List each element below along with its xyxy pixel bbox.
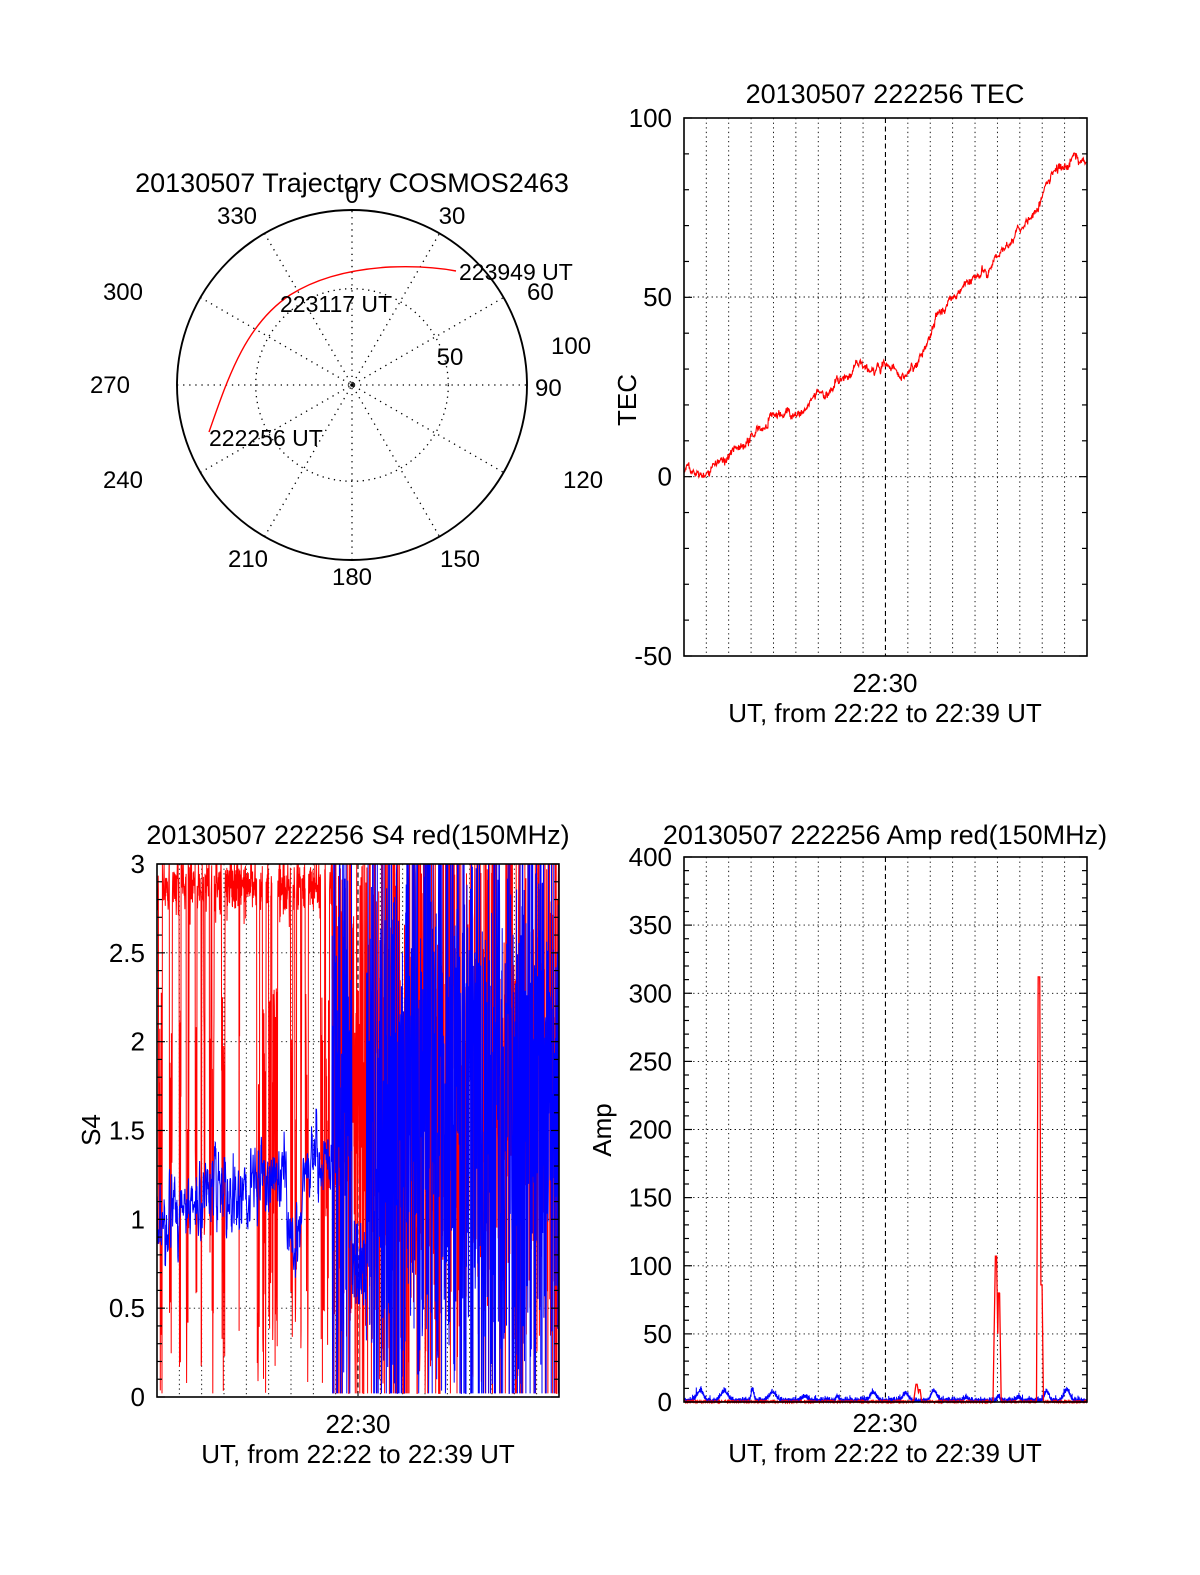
svg-text:223117 UT: 223117 UT xyxy=(280,291,392,317)
svg-text:300: 300 xyxy=(629,978,672,1008)
svg-text:1.5: 1.5 xyxy=(109,1116,145,1146)
svg-text:0: 0 xyxy=(658,1387,672,1417)
svg-text:250: 250 xyxy=(629,1046,672,1076)
svg-text:2.5: 2.5 xyxy=(109,938,145,968)
svg-text:180: 180 xyxy=(332,564,372,591)
svg-text:22:30: 22:30 xyxy=(325,1409,390,1439)
svg-text:150: 150 xyxy=(440,546,480,573)
svg-text:0: 0 xyxy=(658,462,672,492)
svg-text:3: 3 xyxy=(131,849,145,879)
svg-text:UT, from 22:22 to 22:39 UT: UT, from 22:22 to 22:39 UT xyxy=(728,1438,1042,1468)
svg-text:150: 150 xyxy=(629,1183,672,1213)
svg-text:90: 90 xyxy=(535,375,562,402)
svg-text:-50: -50 xyxy=(634,641,672,671)
svg-text:200: 200 xyxy=(629,1115,672,1145)
svg-text:350: 350 xyxy=(629,910,672,940)
svg-text:S4: S4 xyxy=(76,1114,106,1146)
svg-text:120: 120 xyxy=(563,467,603,494)
svg-text:0: 0 xyxy=(131,1382,145,1412)
svg-text:300: 300 xyxy=(103,279,143,306)
svg-text:Amp: Amp xyxy=(587,1103,617,1156)
svg-text:50: 50 xyxy=(643,282,672,312)
svg-text:20130507 222256 Amp red(150MHz: 20130507 222256 Amp red(150MHz) xyxy=(663,820,1107,850)
svg-text:270: 270 xyxy=(90,372,130,399)
svg-text:30: 30 xyxy=(439,203,466,230)
svg-text:20130507 222256 S4 red(150MHz): 20130507 222256 S4 red(150MHz) xyxy=(146,820,569,850)
svg-text:223949 UT: 223949 UT xyxy=(459,259,573,285)
svg-text:50: 50 xyxy=(643,1319,672,1349)
svg-text:240: 240 xyxy=(103,467,143,494)
svg-text:UT, from 22:22 to 22:39 UT: UT, from 22:22 to 22:39 UT xyxy=(201,1439,515,1469)
svg-text:1: 1 xyxy=(131,1204,145,1234)
svg-text:22:30: 22:30 xyxy=(852,668,917,698)
svg-text:100: 100 xyxy=(629,1251,672,1281)
svg-text:100: 100 xyxy=(629,103,672,133)
svg-text:0.5: 0.5 xyxy=(109,1293,145,1323)
svg-text:2: 2 xyxy=(131,1027,145,1057)
svg-text:50: 50 xyxy=(437,344,464,371)
svg-text:330: 330 xyxy=(217,203,257,230)
svg-text:400: 400 xyxy=(629,842,672,872)
svg-text:22:30: 22:30 xyxy=(852,1408,917,1438)
svg-text:20130507 222256 TEC: 20130507 222256 TEC xyxy=(746,79,1025,109)
svg-text:0: 0 xyxy=(345,182,358,209)
svg-text:222256 UT: 222256 UT xyxy=(209,425,323,451)
svg-text:TEC: TEC xyxy=(612,374,642,426)
svg-text:210: 210 xyxy=(228,546,268,573)
svg-text:100: 100 xyxy=(551,333,591,360)
svg-text:UT, from 22:22 to 22:39 UT: UT, from 22:22 to 22:39 UT xyxy=(728,698,1042,728)
